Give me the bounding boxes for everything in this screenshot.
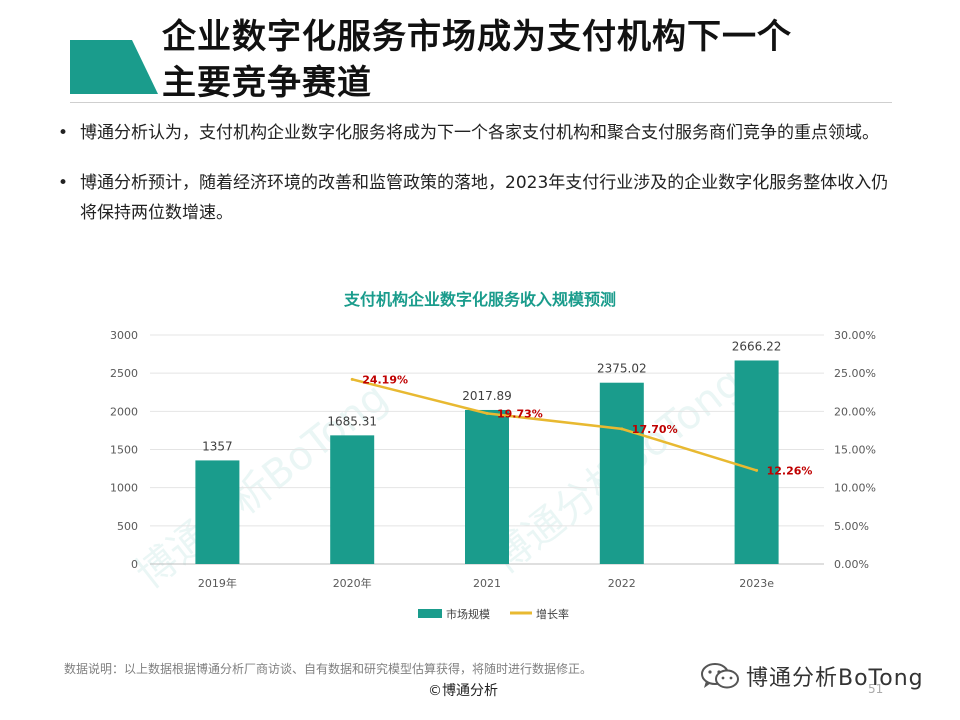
bullet-item: • 博通分析预计，随着经济环境的改善和监管政策的落地，2023年支付行业涉及的企业… — [58, 168, 898, 228]
page-title-line-2: 主要竞争赛道 — [162, 63, 372, 103]
x-tick-label: 2019年 — [198, 576, 237, 590]
line-data-label: 17.70% — [632, 423, 678, 436]
line-point — [620, 427, 624, 431]
line-data-label: 24.19% — [362, 373, 408, 386]
data-note: 数据说明：以上数据根据博通分析厂商访谈、自有数据和研究模型估算获得，将随时进行数… — [64, 662, 593, 676]
x-tick-label: 2020年 — [333, 576, 372, 590]
line-data-label: 12.26% — [767, 464, 813, 477]
bar-data-label: 2375.02 — [597, 362, 647, 376]
y-right-tick-label: 5.00% — [834, 520, 869, 533]
y-left-tick-label: 2500 — [110, 367, 138, 380]
line-point — [755, 468, 759, 472]
y-left-tick-label: 1500 — [110, 444, 138, 457]
chart-title: 支付机构企业数字化服务收入规模预测 — [343, 290, 616, 309]
page-title: 企业数字化服务市场成为支付机构下一个 主要竞争赛道 — [162, 14, 922, 106]
y-left-tick-label: 1000 — [110, 482, 138, 495]
page-title-line-1: 企业数字化服务市场成为支付机构下一个 — [162, 17, 792, 57]
y-right-tick-label: 0.00% — [834, 558, 869, 571]
bullet-text: 博通分析预计，随着经济环境的改善和监管政策的落地，2023年支付行业涉及的企业数… — [80, 173, 889, 223]
bar-data-label: 2017.89 — [462, 389, 512, 403]
copyright: ©博通分析 — [428, 683, 498, 699]
legend-swatch-bar — [418, 609, 442, 618]
bullet-marker: • — [58, 123, 69, 143]
bar — [599, 382, 644, 564]
y-left-tick-label: 2000 — [110, 405, 138, 418]
brand-watermark: 博通分析BoTong — [700, 660, 924, 692]
y-left-tick-label: 0 — [131, 558, 138, 571]
line-data-label: 19.73% — [497, 407, 543, 420]
wechat-icon — [701, 663, 739, 689]
line-point — [485, 411, 489, 415]
bullet-list: • 博通分析认为，支付机构企业数字化服务将成为下一个各家支付机构和聚合支付服务商们… — [58, 118, 898, 248]
x-tick-label: 2021 — [473, 577, 501, 590]
bar — [195, 460, 240, 564]
title-divider — [70, 102, 892, 103]
bar — [330, 435, 375, 564]
y-right-tick-label: 30.00% — [834, 329, 876, 342]
x-tick-label: 2022 — [608, 577, 636, 590]
growth-line — [351, 378, 757, 472]
bar — [465, 409, 509, 564]
bar-data-label: 1685.31 — [327, 414, 377, 428]
bullet-item: • 博通分析认为，支付机构企业数字化服务将成为下一个各家支付机构和聚合支付服务商们… — [58, 118, 898, 148]
legend-label: 市场规模 — [446, 607, 490, 621]
line-point — [350, 377, 354, 381]
y-right-tick-label: 10.00% — [834, 482, 876, 495]
page-number: 51 — [868, 682, 884, 696]
brand-name: 博通分析BoTong — [746, 666, 924, 691]
title-accent-shape — [70, 40, 158, 94]
y-left-tick-label: 3000 — [110, 329, 138, 342]
bar-data-label: 2666.22 — [732, 339, 782, 353]
y-right-tick-label: 25.00% — [834, 367, 876, 380]
bullet-marker: • — [58, 173, 69, 193]
legend-label: 增长率 — [536, 607, 569, 621]
bar-data-label: 1357 — [202, 439, 233, 453]
y-left-tick-label: 500 — [117, 520, 138, 533]
bar — [734, 360, 779, 564]
bullet-text: 博通分析认为，支付机构企业数字化服务将成为下一个各家支付机构和聚合支付服务商们竞… — [80, 123, 879, 143]
x-tick-label: 2023e — [739, 577, 774, 590]
y-right-tick-label: 20.00% — [834, 405, 876, 418]
y-right-tick-label: 15.00% — [834, 444, 876, 457]
